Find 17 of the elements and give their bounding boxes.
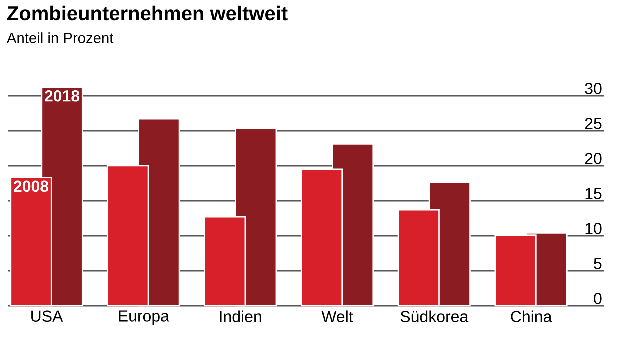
x-tick-label: Europa	[119, 310, 170, 326]
x-tick-label: USA	[32, 310, 64, 322]
y-tick-label: 5	[594, 258, 602, 270]
series-label: 2018	[45, 90, 80, 102]
x-tick-label: Südkorea	[400, 310, 469, 322]
chart-title: Zombieunternehmen weltweit	[8, 6, 288, 21]
x-tick-label: Welt	[322, 310, 354, 322]
x-tick-label: China	[511, 310, 552, 322]
y-tick-label: 25	[585, 118, 602, 130]
y-tick-label: 0	[594, 293, 602, 304]
series-label: 2008	[14, 180, 49, 192]
y-tick-label: 20	[585, 153, 602, 164]
y-tick-label: 10	[586, 223, 602, 234]
x-tick-label: Indien	[220, 310, 262, 322]
y-tick-label: 15	[586, 188, 602, 200]
y-tick-label: 30	[585, 83, 602, 94]
chart-subtitle: Anteil in Prozent	[6, 32, 114, 44]
